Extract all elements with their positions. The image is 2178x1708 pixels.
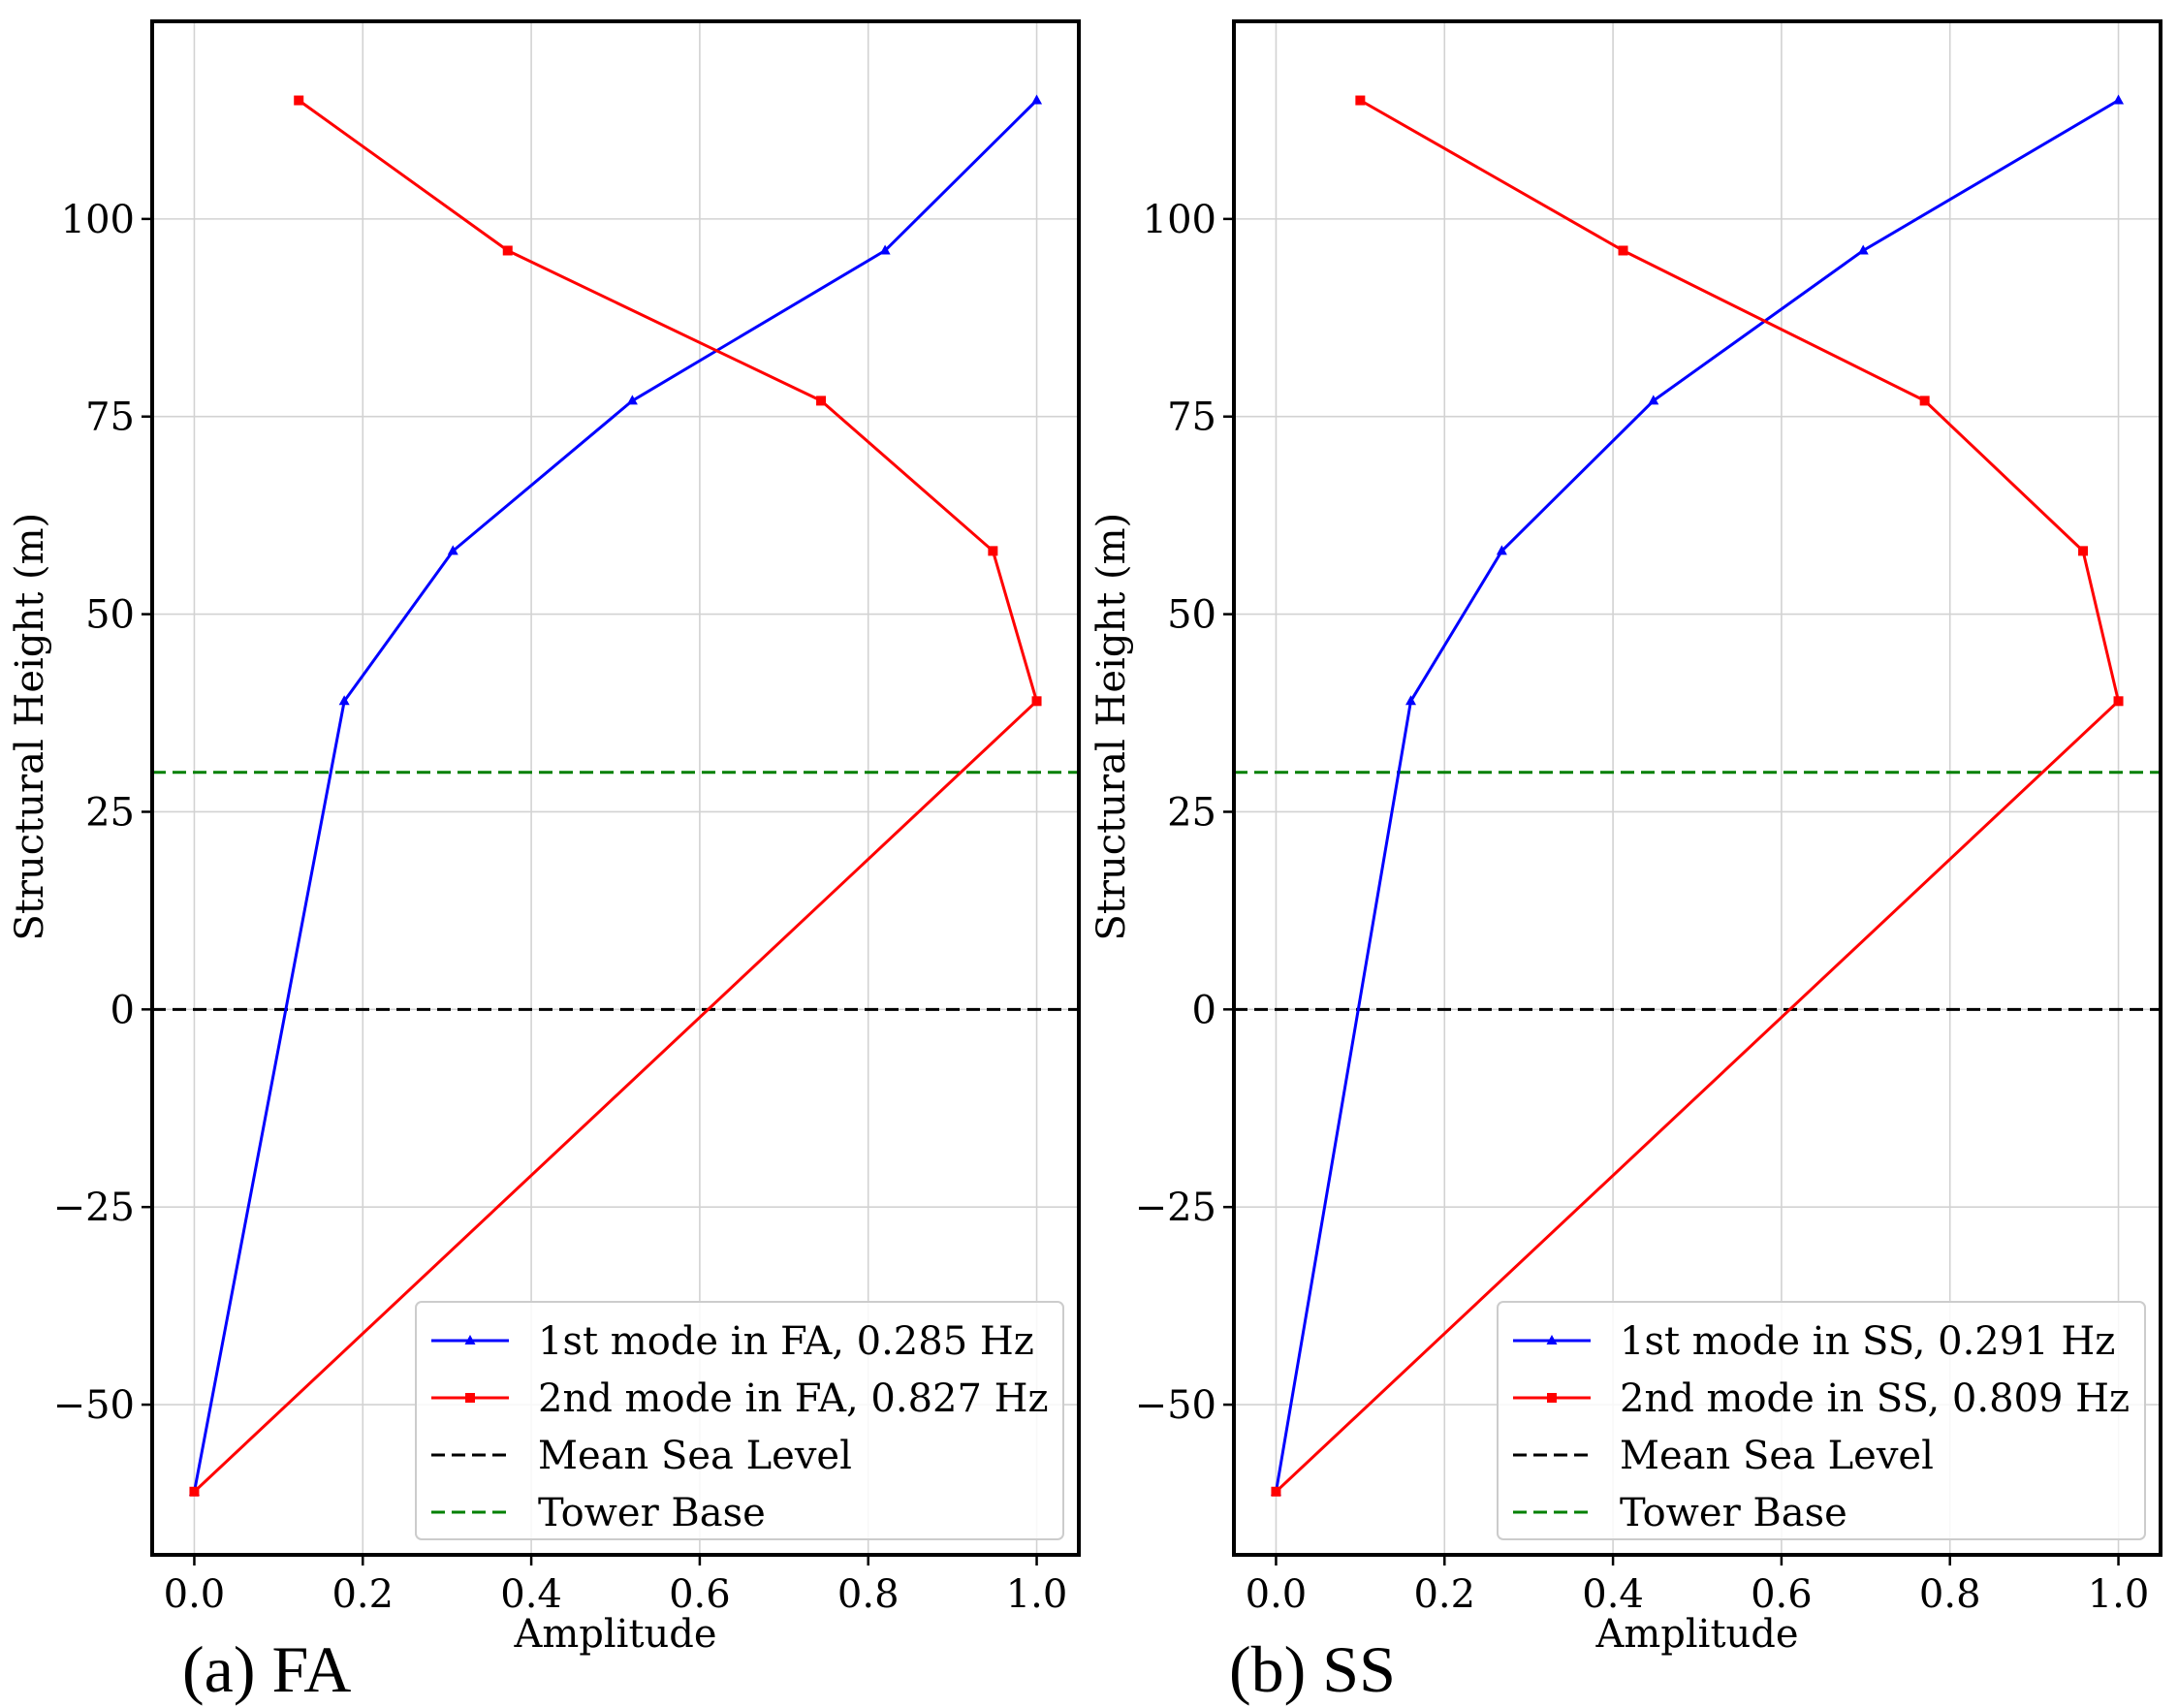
legend-swatch-marker	[464, 1335, 476, 1344]
y-tick-label: −25	[1135, 1186, 1216, 1230]
x-tick-label: 0.8	[1919, 1572, 1981, 1617]
series-1-point	[447, 545, 458, 555]
legend-entry-label: 1st mode in FA, 0.285 Hz	[538, 1319, 1034, 1364]
x-axis-label: Amplitude	[1594, 1612, 1798, 1657]
y-tick-label: −50	[1135, 1383, 1216, 1428]
legend-box	[415, 1301, 1064, 1540]
x-tick-label: 0.6	[1751, 1572, 1813, 1617]
y-tick-label: 100	[1143, 198, 1216, 242]
series-1-point	[2113, 94, 2125, 105]
legend-entry-label: 2nd mode in SS, 0.809 Hz	[1620, 1376, 2130, 1421]
x-tick-label: 0.4	[500, 1572, 562, 1617]
y-tick-label: 0	[1192, 988, 1216, 1032]
x-axis-label: Amplitude	[513, 1612, 716, 1657]
x-tick-label: 0.8	[837, 1572, 900, 1617]
legend-swatch-marker	[1547, 1393, 1557, 1403]
series-1-point	[1648, 395, 1659, 405]
y-tick-label: 50	[1167, 593, 1216, 638]
series-2-line	[193, 99, 1038, 1493]
x-tick-label: 0.2	[1413, 1572, 1475, 1617]
series-1-point	[338, 695, 350, 706]
panel-caption: (a) FA	[182, 1632, 351, 1706]
series-1-point	[1857, 244, 1869, 255]
axes-frame	[150, 19, 1081, 1557]
x-tick-label: 0.2	[331, 1572, 394, 1617]
series-1-point	[626, 395, 638, 405]
series-1-point	[1405, 695, 1417, 706]
series-2-point	[2078, 546, 2089, 556]
series-2-point	[1031, 696, 1042, 707]
y-tick-label: 25	[1167, 790, 1216, 835]
y-tick-label: 50	[85, 593, 135, 638]
series-2-point	[1919, 395, 1930, 406]
y-tick-label: 75	[1167, 395, 1216, 440]
panel-ss: 0.0 0.2 0.4 0.6 0.8 1.0 −50 −25 0 25 50 75 100 Amplit…	[1089, 19, 2162, 1706]
series-1-line	[1275, 99, 2120, 1493]
legend: 1st mode in SS, 0.291 Hz 2nd mode in SS, …	[1497, 1301, 2146, 1540]
y-tick-label: 25	[85, 790, 135, 835]
legend-swatch-marker	[1546, 1335, 1558, 1344]
y-tick-label: −25	[53, 1186, 135, 1230]
y-tick-label: 0	[110, 988, 135, 1032]
series-2-point	[294, 95, 304, 106]
legend-box	[1497, 1301, 2146, 1540]
legend-entry-label: 2nd mode in FA, 0.827 Hz	[538, 1376, 1049, 1421]
y-axis-label: Structural Height (m)	[1089, 513, 1134, 941]
legend-entry-label: 1st mode in SS, 0.291 Hz	[1620, 1319, 2115, 1364]
y-tick-label: −50	[53, 1383, 135, 1428]
legend-entry-label: Tower Base	[538, 1491, 766, 1535]
series-2-point	[1618, 245, 1628, 256]
series-2-point	[189, 1486, 200, 1497]
x-tick-label: 0.6	[669, 1572, 731, 1617]
y-axis-label: Structural Height (m)	[8, 513, 52, 941]
series-2-point	[1355, 95, 1366, 106]
legend-swatch-marker	[465, 1393, 475, 1403]
x-tick-label: 1.0	[2088, 1572, 2150, 1617]
legend: 1st mode in FA, 0.285 Hz 2nd mode in FA, …	[415, 1301, 1064, 1540]
series-2-point	[988, 546, 998, 556]
series-1-point	[1031, 94, 1043, 105]
x-tick-label: 0.0	[1246, 1572, 1308, 1617]
legend-entry-label: Tower Base	[1620, 1491, 1847, 1535]
series-2-point	[1271, 1486, 1281, 1497]
legend-entry-label: Mean Sea Level	[538, 1434, 852, 1478]
series-2-point	[2113, 696, 2124, 707]
series-2-point	[816, 395, 827, 406]
y-tick-label: 100	[61, 198, 135, 242]
axes-frame	[1232, 19, 2162, 1557]
series-1-line	[193, 99, 1038, 1493]
panel-fa: 0.0 0.2 0.4 0.6 0.8 1.0 −50 −25 0 25 50 75 100 Amplit…	[8, 19, 1081, 1706]
x-tick-label: 1.0	[1006, 1572, 1068, 1617]
series-2-point	[502, 245, 513, 256]
x-tick-label: 0.4	[1582, 1572, 1644, 1617]
series-1-point	[879, 244, 891, 255]
panel-caption: (b) SS	[1229, 1632, 1396, 1706]
series-2-line	[1275, 99, 2120, 1493]
legend-entry-label: Mean Sea Level	[1620, 1434, 1934, 1478]
x-tick-label: 0.0	[164, 1572, 226, 1617]
y-tick-label: 75	[85, 395, 135, 440]
series-1-point	[1496, 545, 1507, 555]
